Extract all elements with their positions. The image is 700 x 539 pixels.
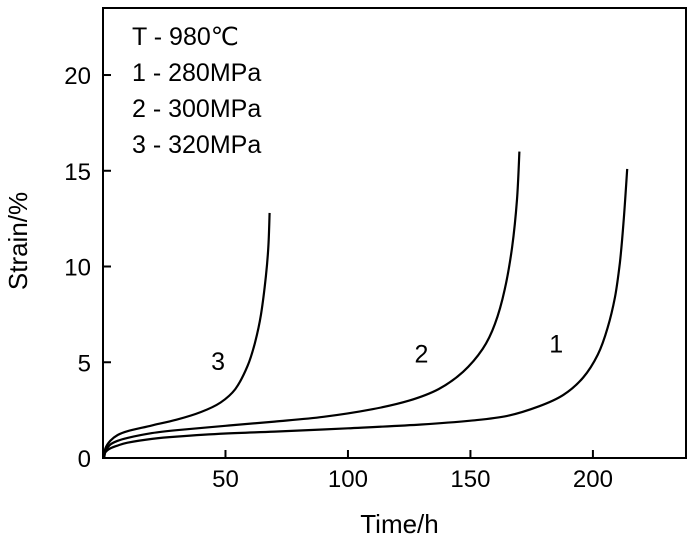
curve-series-2: [103, 151, 521, 459]
legend-entry: 2 - 300MPa: [132, 95, 261, 123]
x-tick-label: 200: [573, 466, 613, 493]
plot-area-border: [102, 7, 687, 459]
curve-label-3: 3: [211, 348, 225, 376]
legend: T - 980℃ 1 - 280MPa 2 - 300MPa 3 - 320MPa: [132, 23, 261, 159]
x-tick-label: 50: [212, 466, 239, 493]
legend-entry: T - 980℃: [132, 23, 239, 51]
curve-labels: 1 2 3: [211, 331, 563, 376]
axis-ticks: 50 100 150 200 0 5 10 15 20: [64, 63, 613, 493]
curve-series-1: [103, 168, 629, 459]
x-tick-label: 100: [328, 466, 368, 493]
y-tick-label: 15: [64, 159, 91, 186]
y-axis-title: Strain/%: [3, 192, 33, 290]
y-tick-label: 0: [78, 446, 91, 473]
curve-series-3: [103, 212, 271, 459]
plot-frame: [102, 7, 687, 459]
curve-label-1: 1: [549, 331, 563, 359]
y-tick-label: 5: [78, 350, 91, 377]
legend-entry: 3 - 320MPa: [132, 131, 261, 159]
x-tick-label: 150: [450, 466, 490, 493]
x-axis-title: Time/h: [360, 509, 439, 539]
curve-label-2: 2: [414, 340, 428, 368]
y-tick-label: 20: [64, 63, 91, 90]
curves: [103, 151, 629, 459]
legend-entry: 1 - 280MPa: [132, 59, 261, 87]
y-tick-label: 10: [64, 255, 91, 282]
